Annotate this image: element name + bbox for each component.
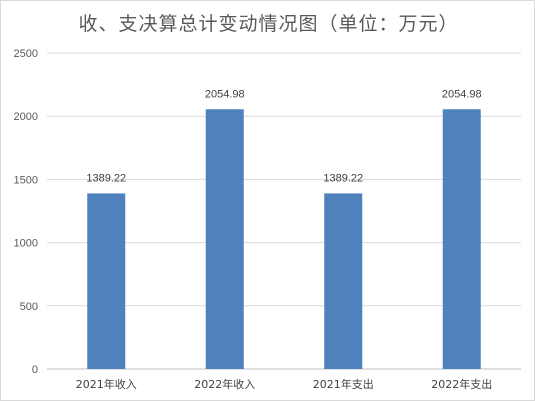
bar — [87, 193, 126, 369]
x-tick-label: 2021年收入 — [76, 377, 137, 391]
x-tick-label: 2022年支出 — [431, 377, 492, 391]
data-label: 1389.22 — [323, 172, 363, 184]
chart-title: 收、支决算总计变动情况图（单位：万元） — [78, 13, 459, 35]
bar — [205, 109, 244, 370]
y-tick-label: 2000 — [14, 111, 38, 123]
y-tick-label: 500 — [20, 301, 38, 313]
data-label: 2054.98 — [205, 88, 245, 100]
bar — [442, 109, 481, 370]
bar — [324, 193, 363, 369]
y-tick-label: 0 — [32, 364, 38, 376]
x-tick-label: 2021年支出 — [313, 377, 374, 391]
data-label: 1389.22 — [86, 172, 126, 184]
y-tick-label: 1500 — [14, 174, 38, 186]
y-tick-label: 1000 — [14, 238, 38, 250]
y-tick-label: 2500 — [14, 48, 38, 60]
data-label: 2054.98 — [442, 88, 482, 100]
x-tick-label: 2022年收入 — [194, 377, 255, 391]
